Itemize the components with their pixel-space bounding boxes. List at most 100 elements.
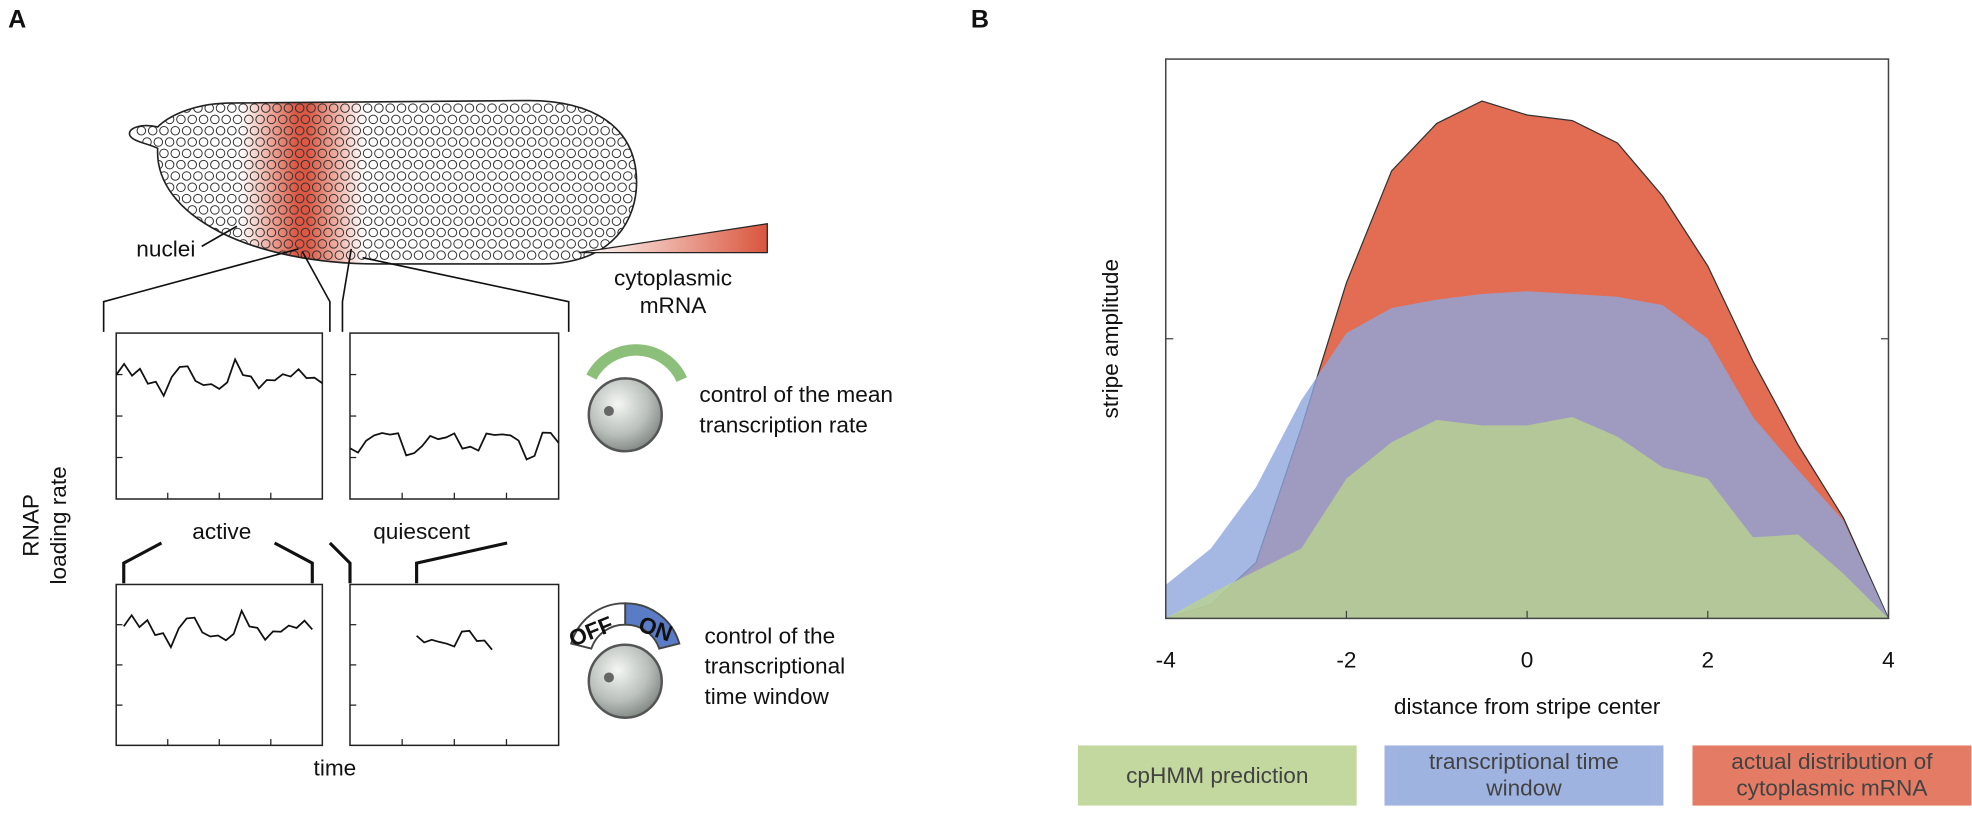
- nucleus: [261, 148, 271, 159]
- connector: [102, 248, 299, 332]
- nucleus: [453, 148, 463, 159]
- nucleus: [221, 205, 231, 215]
- nucleus: [244, 159, 254, 170]
- nucleus: [244, 114, 254, 125]
- nucleus: [345, 182, 356, 193]
- nucleus: [362, 148, 373, 159]
- nucleus: [458, 205, 469, 215]
- nucleus: [532, 125, 543, 136]
- nucleus: [492, 114, 503, 125]
- nucleus: [391, 137, 401, 147]
- nucleus: [600, 148, 610, 159]
- nucleus: [198, 250, 209, 260]
- nucleus: [430, 216, 441, 226]
- nucleus: [549, 227, 560, 238]
- nucleus: [187, 159, 198, 170]
- nucleus: [255, 159, 265, 170]
- nucleus: [606, 227, 616, 238]
- nucleus: [402, 159, 412, 170]
- nucleus: [272, 216, 282, 226]
- nucleus: [413, 137, 424, 147]
- mini-plot-frame: [115, 583, 324, 747]
- nucleus: [351, 103, 362, 113]
- nucleus: [379, 205, 390, 215]
- nucleus: [294, 148, 305, 159]
- nucleus: [442, 148, 452, 159]
- nucleus: [379, 137, 390, 147]
- nucleus: [453, 171, 463, 181]
- nucleus: [470, 205, 480, 215]
- nucleus: [238, 148, 248, 159]
- nucleus: [549, 137, 560, 147]
- nucleus: [560, 137, 571, 147]
- nucleus: [249, 125, 260, 136]
- nucleus: [464, 239, 475, 249]
- nucleus: [413, 114, 424, 125]
- nucleus: [261, 193, 271, 204]
- nucleus: [498, 171, 509, 181]
- nucleus: [640, 115, 649, 124]
- nucleus: [283, 193, 294, 204]
- nucleus: [147, 216, 158, 226]
- nucleus: [396, 103, 407, 113]
- nucleus: [419, 239, 429, 249]
- nucleus: [611, 193, 622, 204]
- nucleus: [193, 193, 203, 204]
- nucleus: [385, 125, 395, 136]
- nucleus: [294, 103, 305, 113]
- nucleus: [396, 148, 407, 159]
- nucleus: [532, 171, 543, 181]
- time-label: time: [314, 756, 357, 781]
- nucleus: [277, 205, 288, 215]
- nucleus: [509, 103, 520, 113]
- nucleus: [306, 103, 316, 113]
- nucleus: [628, 114, 637, 125]
- nucleus: [487, 148, 497, 159]
- nucleus: [147, 148, 158, 159]
- nucleus: [526, 182, 537, 193]
- nucleus: [606, 159, 616, 170]
- nucleus: [345, 137, 356, 147]
- nucleus: [430, 103, 441, 113]
- nucleus: [345, 114, 356, 125]
- nucleus: [481, 137, 492, 147]
- nucleus: [334, 159, 345, 170]
- nucleus: [181, 148, 192, 159]
- nucleus: [244, 182, 254, 193]
- nucleus: [402, 250, 412, 260]
- nucleus: [594, 137, 605, 147]
- nucleus: [294, 239, 305, 249]
- nucleus: [170, 148, 181, 159]
- nucleus: [419, 193, 429, 204]
- nucleus: [526, 205, 537, 215]
- nucleus: [396, 216, 407, 226]
- nucleus: [470, 137, 480, 147]
- nucleus: [481, 205, 492, 215]
- nucleus: [136, 193, 147, 204]
- nucleus: [374, 125, 384, 136]
- nucleus: [594, 182, 605, 193]
- nucleus: [543, 125, 554, 136]
- nucleus: [362, 239, 373, 249]
- nucleus: [498, 103, 509, 113]
- nucleus: [306, 216, 316, 226]
- nucleus: [328, 216, 339, 226]
- nucleus: [300, 205, 311, 215]
- nucleus: [504, 114, 514, 125]
- nucleus: [261, 171, 271, 181]
- nucleus: [187, 114, 198, 125]
- nucleus: [572, 182, 582, 193]
- nucleus: [447, 205, 458, 215]
- nucleus: [583, 227, 593, 238]
- nucleus: [374, 148, 384, 159]
- nucleus: [475, 216, 486, 226]
- x-tick-label: 4: [1882, 647, 1895, 672]
- nucleus: [549, 250, 560, 260]
- nucleus: [232, 227, 243, 238]
- nucleus: [458, 250, 469, 260]
- nucleus: [504, 182, 514, 193]
- nucleus: [306, 125, 316, 136]
- nucleus: [583, 205, 593, 215]
- nucleus: [521, 193, 531, 204]
